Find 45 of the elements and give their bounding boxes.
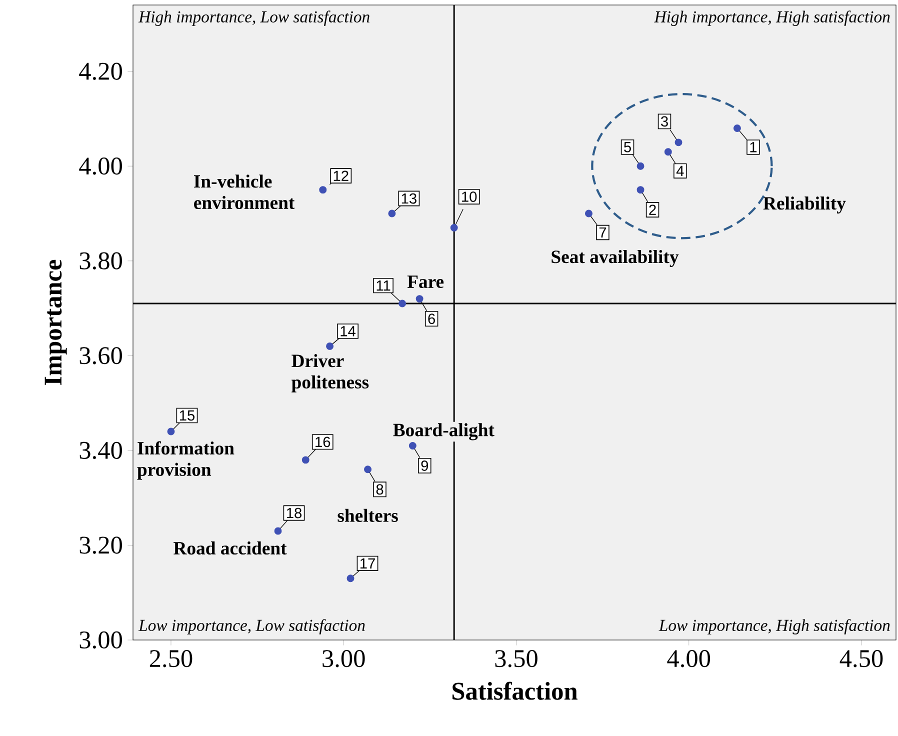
annotation: 16 [316,436,330,448]
annotation: 4 [676,166,684,176]
annotation: 13 [402,193,416,204]
x-tick-label: 4.00 [667,650,710,668]
annotation: Fare [407,276,444,288]
annotation: 18 [286,508,302,518]
annotation: 17 [360,558,375,568]
annotation: Low importance, Low satisfaction [138,619,365,634]
annotation: shelters [338,508,398,522]
x-tick-label: 3.00 [322,650,365,668]
annotation: 14 [340,326,356,336]
annotation: 1 [750,142,757,152]
annotation: In-vehicle environment [194,174,295,210]
x-tick-label: 4.50 [840,650,883,668]
annotation: 15 [180,410,195,421]
annotation: 11 [376,280,390,291]
annotation: Reliability [763,196,846,214]
annotation: 3 [660,116,668,127]
annotation: Seat availability [552,250,679,268]
y-tick-label: 3.20 [80,536,122,554]
y-tick-label: 3.80 [80,252,122,270]
x-tick-label: 2.50 [150,650,192,668]
y-tick-label: 3.00 [80,631,122,649]
annotation: Information provision [137,441,234,480]
y-tick-label: 4.20 [79,62,122,80]
annotation: Board-alight [393,423,494,440]
annotation: 5 [624,142,631,152]
annotation: 10 [462,192,477,202]
annotation: Low importance, High satisfaction [658,619,890,634]
annotation: 2 [649,204,656,215]
y-tick-label: 3.40 [80,442,122,460]
annotation: 7 [599,227,606,238]
annotation: Driver politeness [292,354,369,392]
annotation: 8 [376,484,384,495]
annotation: 9 [421,460,428,471]
annotation: High importance, Low satisfaction [138,10,370,26]
y-axis-title: Importance [44,260,67,385]
x-tick-label: 3.50 [495,650,538,668]
x-axis-title: Satisfaction [452,682,578,700]
annotation: Road accident [174,541,287,555]
annotation: High importance, High satisfaction [654,10,890,26]
annotation: 12 [334,170,348,181]
y-tick-label: 3.60 [80,347,122,364]
y-tick-label: 4.00 [79,158,122,175]
annotation: 6 [428,314,435,324]
